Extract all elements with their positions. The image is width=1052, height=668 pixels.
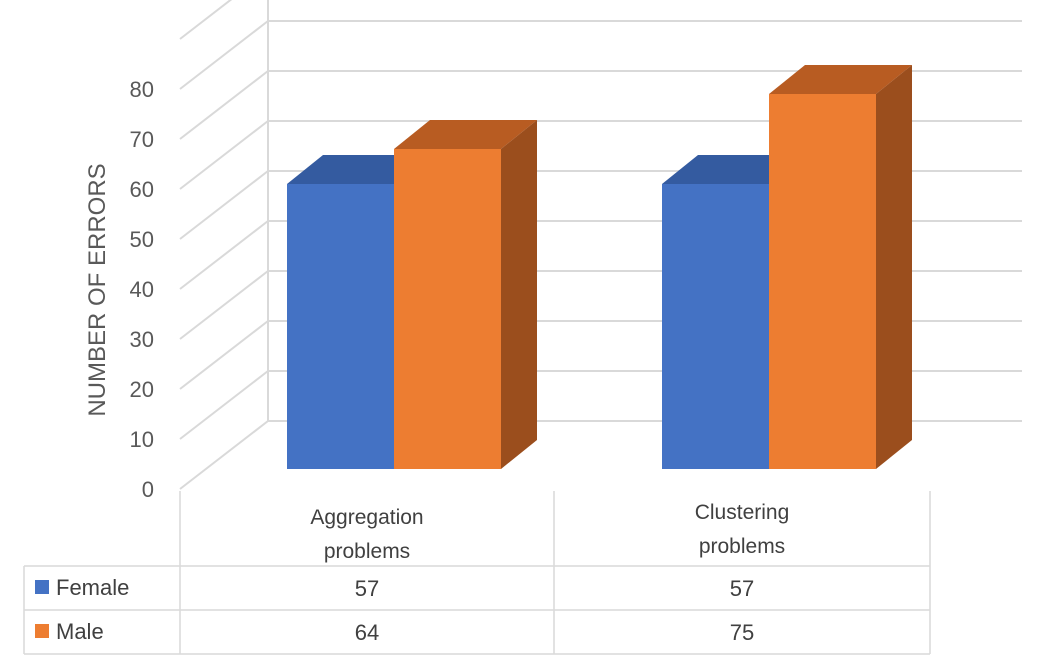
gridline-side-0 xyxy=(179,420,269,490)
category-label: Aggregation xyxy=(310,506,423,529)
bar-side xyxy=(876,65,912,469)
y-tick-label: 70 xyxy=(130,127,154,152)
bar-male-1 xyxy=(394,120,537,469)
category-label: problems xyxy=(699,535,785,558)
bar-front xyxy=(287,184,394,469)
y-tick-label: 50 xyxy=(130,227,154,252)
y-tick-label: 80 xyxy=(130,77,154,102)
y-tick-label: 30 xyxy=(130,327,154,352)
gridline-side-50 xyxy=(179,170,269,240)
category-label: problems xyxy=(324,540,410,563)
bar-front xyxy=(769,94,876,469)
gridline-side-30 xyxy=(179,270,269,340)
data-table: Aggregation problems Clustering problems Fem… xyxy=(23,491,931,655)
y-tick-label: 20 xyxy=(130,377,154,402)
gridline-side-70 xyxy=(179,70,269,140)
data-label: 75 xyxy=(730,620,754,645)
y-tick-label: 40 xyxy=(130,277,154,302)
bars xyxy=(287,65,912,469)
gridline-side-60 xyxy=(179,120,269,190)
y-tick-label: 60 xyxy=(130,177,154,202)
bar-male-2 xyxy=(769,65,912,469)
y-tick-label: 10 xyxy=(130,427,154,452)
legend-label-male: Male xyxy=(56,619,104,644)
bar-front xyxy=(662,184,769,469)
gridline-side-40 xyxy=(179,220,269,290)
legend-label-female: Female xyxy=(56,575,129,600)
bar-top xyxy=(394,120,537,149)
data-label: 57 xyxy=(730,576,754,601)
gridline-side-top xyxy=(179,0,233,40)
bar-top xyxy=(769,65,912,94)
data-label: 64 xyxy=(355,620,379,645)
bar-front xyxy=(394,149,501,469)
y-tick-label: 0 xyxy=(142,477,154,502)
data-label: 57 xyxy=(355,576,379,601)
category-label: Clustering xyxy=(695,501,790,524)
legend-key-male xyxy=(35,624,49,638)
bar-female-2 xyxy=(662,155,805,469)
gridline-side-80 xyxy=(179,20,269,90)
bar-side xyxy=(501,120,537,469)
gridline-side-10 xyxy=(179,370,269,440)
gridline-side-20 xyxy=(179,320,269,390)
legend-key-female xyxy=(35,580,49,594)
y-axis-label: NUMBER OF ERRORS xyxy=(84,163,111,416)
y-axis-ticks: 0 10 20 30 40 50 60 70 80 xyxy=(130,77,154,502)
